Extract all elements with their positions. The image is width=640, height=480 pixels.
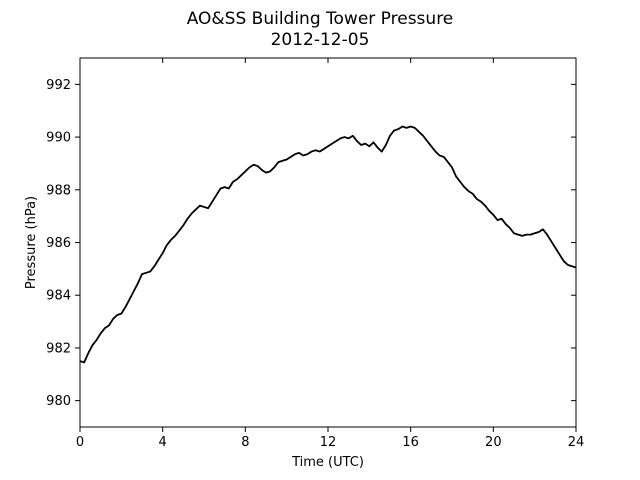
x-tick-label: 12 <box>320 435 337 450</box>
y-tick-label: 992 <box>46 78 71 93</box>
plot-frame <box>79 57 577 428</box>
ticks-layer: 0 4 8 12 16 20 24 980 982 984 986 988 990 992 <box>46 58 584 450</box>
plot-area <box>80 58 576 427</box>
x-tick-label: 0 <box>76 435 84 450</box>
pressure-series-line <box>79 125 577 364</box>
x-tick-label: 8 <box>241 435 249 450</box>
data-layer <box>79 125 577 364</box>
y-tick-label: 988 <box>46 183 71 198</box>
x-tick-label: 24 <box>568 435 585 450</box>
y-tick-label: 986 <box>46 236 71 251</box>
x-axis-label: Time (UTC) <box>291 455 364 470</box>
y-tick-label: 982 <box>46 341 71 356</box>
y-tick-label: 990 <box>46 131 71 146</box>
x-tick-label: 20 <box>485 435 502 450</box>
x-tick-label: 4 <box>159 435 167 450</box>
x-tick-label: 16 <box>402 435 419 450</box>
y-tick-label: 984 <box>46 289 71 304</box>
chart-subtitle: 2012-12-05 <box>271 30 370 50</box>
y-axis-label: Pressure (hPa) <box>24 196 39 289</box>
y-tick-label: 980 <box>46 394 71 409</box>
chart-title: AO&SS Building Tower Pressure <box>187 9 454 29</box>
